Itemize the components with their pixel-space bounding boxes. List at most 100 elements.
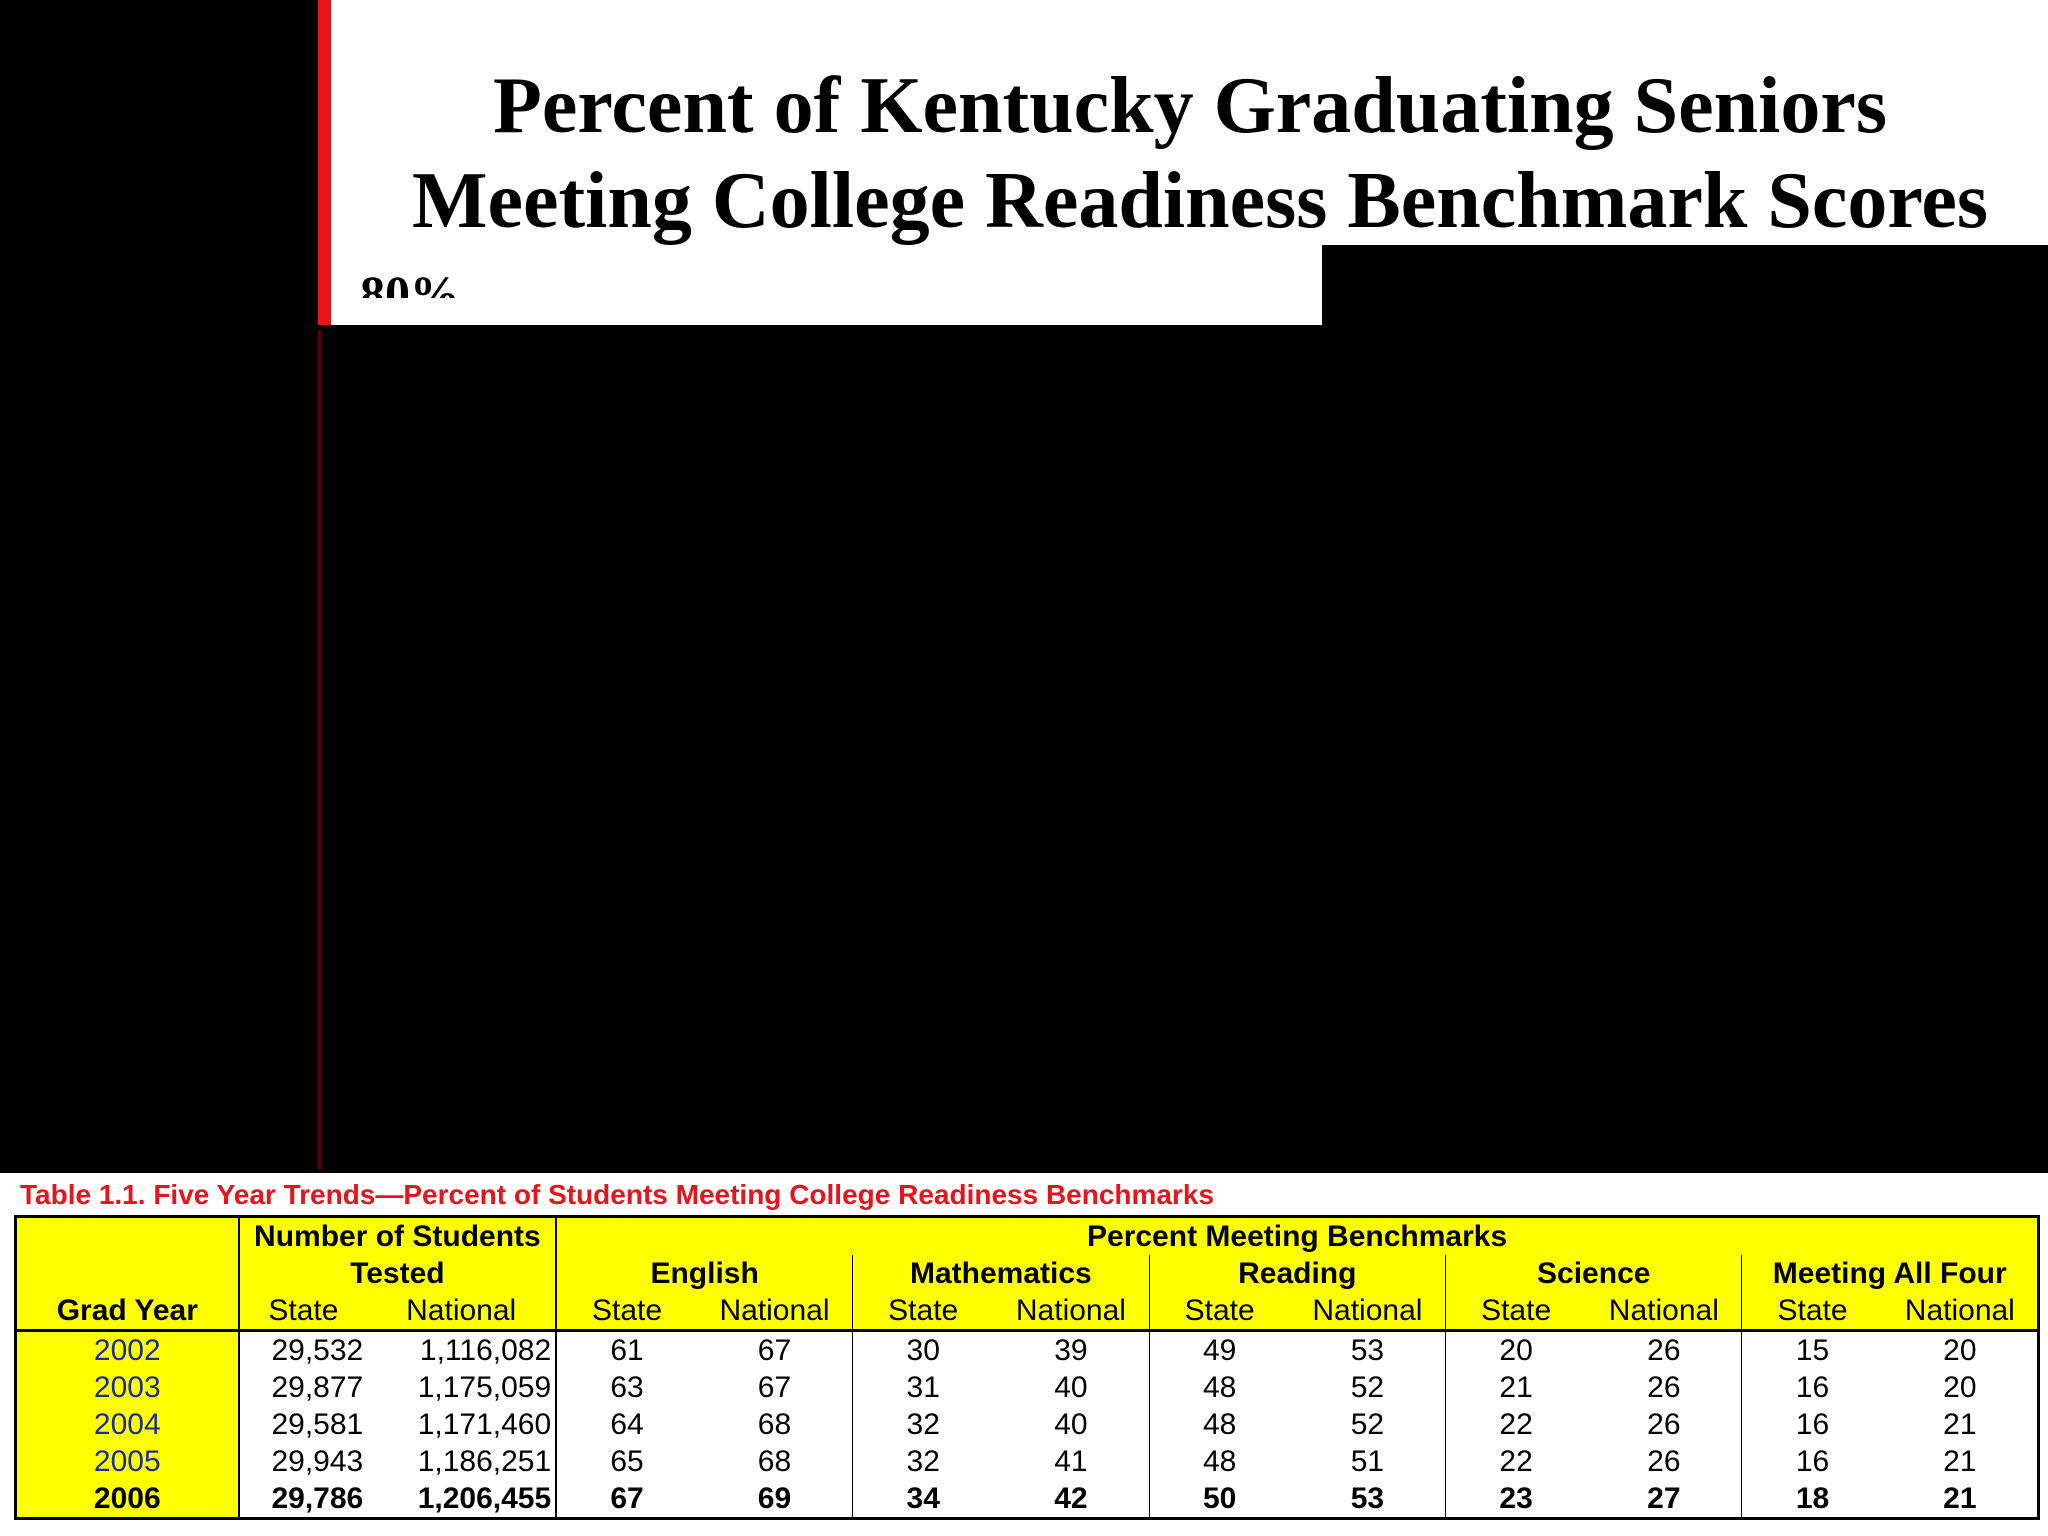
table-cell-sci-n: 26 [1647, 1445, 1681, 1478]
table-cell-math-s: 31 [852, 1369, 994, 1406]
chart-y-tick-label: 80% [360, 265, 460, 298]
header-reading: Reading [1148, 1255, 1446, 1292]
header-state: State [1741, 1292, 1883, 1332]
redacted-region [1322, 245, 2048, 335]
table-row: 2006 29,786 1,206,455 67 69 34 42 50 53 23 27 18 21 [15, 1480, 2039, 1519]
table-cell-all-n: 20 [1943, 1371, 1977, 1404]
table-cell-tested-state: 29,877 [237, 1369, 368, 1406]
header-science: Science [1445, 1255, 1742, 1292]
header-national: National [696, 1292, 853, 1332]
grad-year-cell: 2002 [15, 1330, 239, 1369]
header-all-four: Meeting All Four [1741, 1255, 2039, 1292]
table-cell-read-s: 48 [1148, 1369, 1290, 1406]
table-cell-read-s: 48 [1148, 1406, 1290, 1443]
header-state: State [1148, 1292, 1290, 1332]
table-cell-all-n: 20 [1943, 1334, 1977, 1367]
table-row: 2003 29,877 1,175,059 63 67 31 40 48 52 21 26 16 20 [15, 1369, 2039, 1406]
table-cell-math-s: 30 [852, 1330, 994, 1369]
table-cell-read-n: 52 [1350, 1371, 1385, 1404]
table-cell-read-s: 50 [1148, 1480, 1290, 1519]
table-cell-eng-n: 68 [757, 1408, 792, 1441]
table-cell-eng-s: 64 [555, 1406, 697, 1443]
header-state: State [1445, 1292, 1587, 1332]
table-cell-tested-state: 29,532 [237, 1330, 368, 1369]
table-cell-sci-s: 21 [1445, 1369, 1587, 1406]
header-national: National [367, 1292, 557, 1332]
header-national: National [1289, 1292, 1446, 1332]
header-students-tested-1: Number of Students [237, 1216, 557, 1255]
table-cell-eng-n: 69 [757, 1482, 792, 1515]
slide-edge-line [318, 330, 321, 1170]
table-cell-math-n: 39 [1054, 1334, 1088, 1367]
table-cell-tested-state: 29,943 [237, 1443, 368, 1480]
table-cell-math-n: 40 [1054, 1371, 1088, 1404]
table-cell-all-s: 16 [1741, 1406, 1883, 1443]
table-cell-all-s: 16 [1741, 1369, 1883, 1406]
table-cell-all-n: 21 [1943, 1445, 1977, 1478]
table-cell-tested-national: 1,206,455 [417, 1482, 552, 1515]
table-cell-all-s: 15 [1741, 1330, 1883, 1369]
header-blank [16, 1255, 239, 1292]
table-cell-all-n: 21 [1943, 1408, 1977, 1441]
grad-year-cell: 2006 [15, 1480, 239, 1519]
table-cell-read-n: 53 [1350, 1334, 1385, 1367]
table-cell-read-n: 52 [1350, 1408, 1385, 1441]
table-cell-sci-s: 20 [1445, 1330, 1587, 1369]
grad-year-cell: 2004 [15, 1406, 239, 1443]
slide-accent-bar [318, 0, 331, 330]
table-cell-eng-n: 68 [757, 1445, 792, 1478]
table-cell-math-s: 32 [852, 1443, 994, 1480]
table-row: 2004 29,581 1,171,460 64 68 32 40 48 52 22 26 16 21 [15, 1406, 2039, 1443]
table-cell-read-n: 51 [1350, 1445, 1385, 1478]
header-percent-meeting: Percent Meeting Benchmarks [555, 1216, 2039, 1255]
table-cell-all-s: 16 [1741, 1443, 1883, 1480]
table-cell-sci-n: 26 [1647, 1371, 1681, 1404]
table-cell-sci-s: 22 [1445, 1406, 1587, 1443]
table-cell-tested-national: 1,171,460 [417, 1408, 552, 1441]
table-cell-read-n: 53 [1350, 1482, 1385, 1515]
header-national: National [1882, 1292, 2039, 1332]
header-mathematics: Mathematics [852, 1255, 1150, 1292]
table-cell-math-n: 40 [1054, 1408, 1088, 1441]
grad-year-cell: 2003 [15, 1369, 239, 1406]
header-state: State [237, 1292, 368, 1332]
table-cell-math-n: 41 [1054, 1445, 1088, 1478]
table-cell-eng-s: 67 [555, 1480, 697, 1519]
table-cell-sci-n: 26 [1647, 1334, 1681, 1367]
table-cell-all-n: 21 [1943, 1482, 1977, 1515]
slide-title-line-2: Meeting College Readiness Benchmark Scor… [411, 157, 1989, 245]
table-cell-sci-n: 26 [1647, 1408, 1681, 1441]
table-row: 2002 29,532 1,116,082 61 67 30 39 49 53 20 26 15 20 [15, 1330, 2039, 1369]
table-cell-sci-s: 23 [1445, 1480, 1587, 1519]
header-grad-year: Grad Year [15, 1292, 239, 1332]
table-cell-math-n: 42 [1054, 1482, 1088, 1515]
header-blank [16, 1217, 239, 1256]
table-cell-tested-national: 1,116,082 [419, 1334, 552, 1367]
table-cell-eng-s: 63 [555, 1369, 697, 1406]
table-cell-math-s: 32 [852, 1406, 994, 1443]
table-cell-eng-s: 65 [555, 1443, 697, 1480]
table-cell-read-s: 49 [1148, 1330, 1290, 1369]
header-national: National [993, 1292, 1150, 1332]
table-cell-eng-s: 61 [555, 1330, 697, 1369]
table-cell-tested-national: 1,175,059 [417, 1371, 552, 1404]
table-cell-math-s: 34 [852, 1480, 994, 1519]
header-state: State [555, 1292, 697, 1332]
table-cell-sci-n: 27 [1647, 1482, 1681, 1515]
header-national: National [1586, 1292, 1742, 1332]
header-english: English [555, 1255, 853, 1292]
table-caption: Table 1.1. Five Year Trends—Percent of S… [20, 1179, 1215, 1210]
table-cell-all-s: 18 [1741, 1480, 1883, 1519]
table-cell-tested-state: 29,581 [237, 1406, 368, 1443]
header-students-tested-2: Tested [237, 1255, 557, 1292]
grad-year-cell: 2005 [15, 1443, 239, 1480]
header-state: State [852, 1292, 994, 1332]
benchmarks-table: Number of Students Percent Meeting Bench… [14, 1215, 2040, 1520]
slide-title-line-1: Percent of Kentucky Graduating Seniors [492, 62, 1888, 150]
table-cell-tested-national: 1,186,251 [417, 1445, 552, 1478]
table-cell-eng-n: 67 [757, 1334, 792, 1367]
table-cell-eng-n: 67 [757, 1371, 792, 1404]
redacted-chart-region [318, 325, 2048, 1170]
table-cell-tested-state: 29,786 [237, 1480, 368, 1519]
table-cell-read-s: 48 [1148, 1443, 1290, 1480]
